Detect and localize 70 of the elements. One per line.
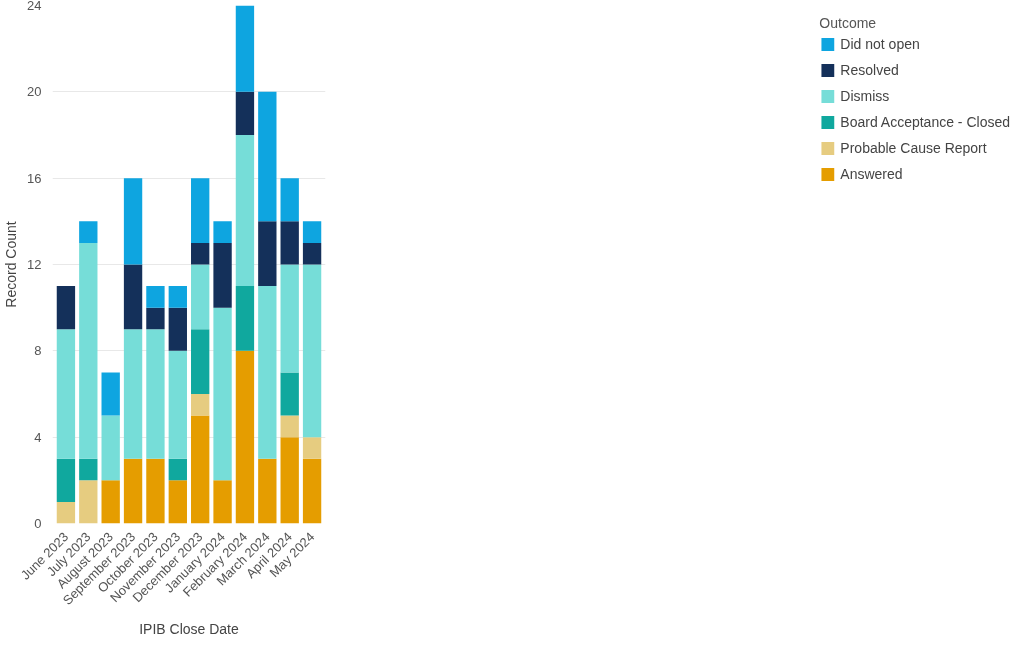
y-tick-label: 20 [27, 84, 42, 100]
bar [191, 242, 210, 265]
bar [146, 307, 165, 330]
bar [280, 178, 299, 222]
bar [235, 91, 255, 135]
bar [191, 415, 210, 524]
bar [168, 480, 187, 524]
bar [235, 5, 255, 92]
bar [302, 264, 322, 438]
y-axis-title: Record Count [3, 221, 20, 308]
bar [258, 221, 277, 287]
bar [123, 329, 143, 459]
bar [101, 480, 120, 524]
y-tick-label: 4 [34, 429, 42, 445]
bar [146, 286, 165, 308]
bar [79, 458, 98, 481]
bar [302, 242, 322, 265]
legend-title: Outcome [819, 15, 878, 31]
bar [123, 264, 143, 330]
bar [280, 437, 299, 524]
bar [168, 286, 187, 308]
bar [168, 458, 187, 481]
y-tick-label: 24 [27, 0, 42, 13]
bar [101, 415, 120, 481]
bar [56, 458, 76, 502]
bar [56, 329, 76, 459]
bar [235, 286, 255, 351]
bar [280, 264, 299, 373]
x-axis-title: IPIB Close Date [139, 621, 240, 638]
bar [302, 221, 322, 243]
bar [146, 329, 165, 459]
legend-label: Dismiss [840, 88, 890, 104]
bar [213, 307, 232, 481]
bar [258, 286, 277, 459]
y-tick-label: 16 [27, 170, 42, 186]
bar [56, 501, 76, 524]
bar [213, 480, 232, 524]
bar [168, 350, 187, 459]
bar [79, 480, 98, 524]
bar [56, 286, 76, 330]
bar [280, 221, 299, 265]
bar [168, 307, 187, 351]
bar [79, 221, 98, 243]
bar [123, 178, 143, 265]
bar [191, 329, 210, 394]
bar [258, 458, 277, 524]
bar [302, 458, 322, 524]
bar [235, 135, 255, 287]
y-tick-label: 8 [34, 343, 42, 359]
legend-label: Did not open [840, 36, 920, 52]
bar [235, 350, 255, 524]
bar [146, 458, 165, 524]
legend-label: Board Acceptance - Closed [840, 114, 1010, 130]
legend-label: Answered [840, 166, 903, 182]
bar [302, 437, 322, 459]
bar [79, 242, 98, 459]
bar [101, 372, 120, 416]
bar [280, 372, 299, 416]
bar [191, 264, 210, 330]
y-tick-label: 12 [27, 257, 42, 272]
bar [258, 91, 277, 222]
legend-label: Probable Cause Report [840, 140, 987, 156]
bar [280, 415, 299, 438]
y-tick-label: 0 [34, 516, 42, 531]
bar [191, 178, 210, 243]
legend-label: Resolved [840, 62, 899, 78]
bar [123, 458, 143, 524]
bar [191, 394, 210, 416]
bar [213, 221, 232, 243]
bar [213, 242, 232, 308]
